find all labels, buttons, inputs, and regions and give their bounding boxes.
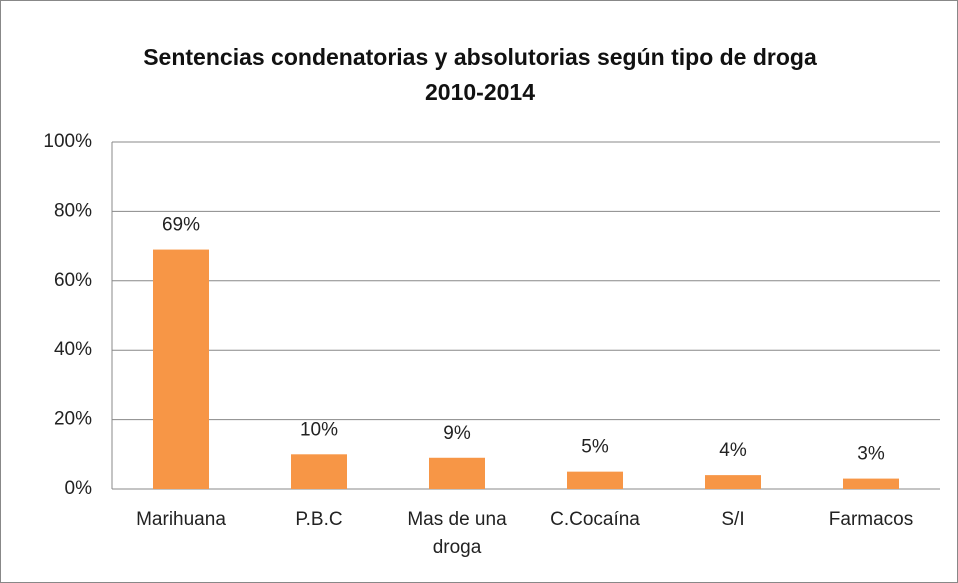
y-tick-label: 60% xyxy=(54,270,92,291)
y-tick-label: 40% xyxy=(54,339,92,360)
data-label: 9% xyxy=(443,423,471,444)
x-tick-label: Farmacos xyxy=(828,509,914,530)
x-tick-label: Mas de una droga xyxy=(407,509,507,558)
y-tick-label: 100% xyxy=(43,131,92,152)
data-label: 69% xyxy=(162,215,200,236)
x-tick-label: Marihuana xyxy=(136,509,226,530)
y-tick-label: 20% xyxy=(54,409,92,430)
bar xyxy=(291,454,347,489)
data-label: 10% xyxy=(300,419,338,440)
bar xyxy=(843,478,899,489)
y-tick-label: 80% xyxy=(54,200,92,221)
x-tick-label: P.B.C xyxy=(295,509,343,530)
data-label: 3% xyxy=(857,444,885,465)
y-tick-label: 0% xyxy=(65,478,93,499)
bar xyxy=(153,249,209,489)
x-tick-label: C.Cocaína xyxy=(550,509,640,530)
data-label: 4% xyxy=(719,440,747,461)
bar xyxy=(705,475,761,489)
bar xyxy=(429,457,485,489)
data-label: 5% xyxy=(581,437,609,458)
bar xyxy=(567,471,623,489)
x-tick-label: S/I xyxy=(721,509,745,530)
chart-title: Sentencias condenatorias y absolutorias … xyxy=(143,44,817,105)
